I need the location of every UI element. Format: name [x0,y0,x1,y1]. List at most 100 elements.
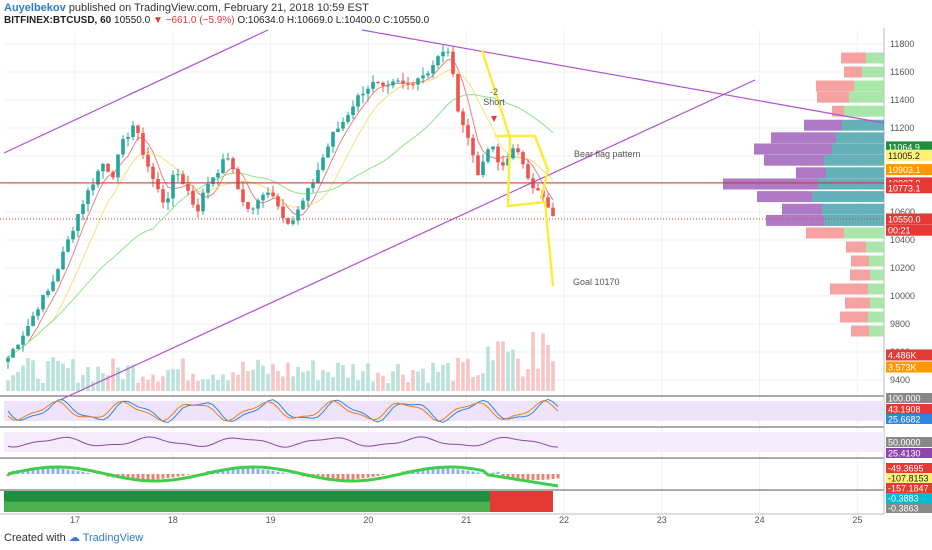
profile-up-bar [844,227,884,239]
candle-up [316,169,320,183]
volume-bar [331,377,335,391]
profile-down-bar [844,66,862,78]
volume-bar [86,366,90,391]
candle-up [441,51,445,57]
candle-up [131,125,135,138]
symbol-label: BITFINEX:BTCUSD, 60 [4,15,112,26]
volume-tag-label: 4.486K [888,351,917,361]
macd-hist-bar [536,474,540,480]
macd-hist-bar [326,474,330,480]
candle-up [21,335,25,345]
volume-bar [411,370,415,391]
volume-bar [441,364,445,391]
profile-down-bar [771,132,836,144]
macd-hist-bar [31,468,35,474]
y-tick-label: 10000 [890,291,915,301]
ma-mid-line [7,68,554,359]
profile-down-bar [723,178,818,190]
candle-up [311,182,315,189]
rsi-panel-band [4,432,884,452]
candle-down [286,218,290,224]
volume-bar [221,374,225,391]
candle-down [236,169,240,190]
candle-up [206,184,210,193]
x-tick-label: 21 [461,515,471,525]
candle-up [336,128,340,133]
candle-up [291,220,295,224]
candle-up [91,184,95,191]
candle-down [231,158,235,170]
rsi-tag [886,448,932,458]
author-name[interactable]: Auyelbekov [4,2,66,14]
stoch-tag [886,404,932,414]
footer: Created with ☁ TradingView [4,531,143,544]
profile-up-bar [866,241,884,253]
rsi-line [7,436,559,448]
candle-up [166,198,170,203]
candle-up [226,158,230,160]
y-tick-label: 9400 [890,375,910,385]
macd-hist-bar [521,474,525,480]
candle-up [306,188,310,201]
candle-up [366,88,370,94]
volume-bar [521,376,525,391]
price-chart[interactable]: 9400960098001000010200104001060010800110… [0,28,932,531]
candle-up [326,146,330,158]
candle-up [51,281,55,291]
volume-bar [426,382,430,391]
macd-hist-bar [161,474,165,479]
volume-bar [236,374,240,391]
macd-hist-bar [61,469,65,474]
moving-averages [7,59,554,359]
volume-bar [56,360,60,391]
volume-bar [451,380,455,391]
macd-hist-bar [526,474,530,480]
candle-up [261,194,265,201]
candle-down [191,190,195,205]
volume-bar [511,349,515,391]
macd-hist-bar [176,474,180,477]
macd-hist-bar [546,474,550,480]
macd-hist-bar [351,474,355,480]
candle-down [281,206,285,219]
candle-down [146,154,150,167]
candle-up [221,159,225,174]
volume-bar [456,357,460,391]
last-price: 10550.0 [114,15,151,26]
volume-bar [376,372,380,391]
volume-bar [76,382,80,391]
profile-up-bar [868,311,884,323]
macd-hist-bar [426,468,430,474]
candle-up [41,295,45,310]
macd-hist-bar [376,474,380,476]
volume-bar [531,332,535,391]
volume-bar [336,362,340,391]
volume-bar [26,358,30,391]
volume-bar [121,379,125,391]
volume-bar [496,341,500,391]
profile-up-bar [822,203,884,215]
macd-hist-bar [131,474,135,480]
profile-up-bar [832,143,884,155]
candle-down [186,183,190,191]
volume-tag-label: 3.573K [888,363,917,373]
tradingview-brand[interactable]: TradingView [82,532,144,544]
drawing-lines[interactable] [0,29,885,401]
price-tag-label: 10550.0 [888,215,921,225]
candle-up [486,149,490,162]
x-tick-label: 23 [657,515,667,525]
macd-hist-bar [506,474,510,478]
candle-down [376,81,380,83]
candle-down [401,80,405,84]
x-tick-label: 17 [70,515,80,525]
stoch-tag-label: 43.1908 [888,405,921,415]
candle-up [301,200,305,210]
volume-bar [256,359,260,391]
volume-bar [41,382,45,391]
candle-up [26,326,30,336]
candle-up [126,137,130,139]
macd-hist-bar [26,468,30,474]
macd-tag-label: -107.8153 [888,474,929,484]
macd-hist-bar [261,469,265,474]
candle-up [361,93,365,96]
